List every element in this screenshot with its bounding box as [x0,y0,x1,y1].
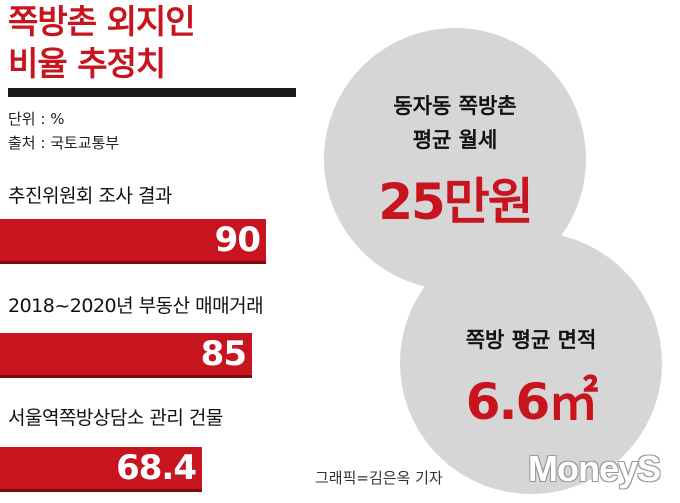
chart-title-line-1: 쪽방촌 외지인 [8,2,196,41]
rent-stat-value: 25만원 [378,173,534,231]
bar-category-label: 2018~2020년 부동산 매매거래 [8,295,264,317]
chart-title-line-2: 비율 추정치 [8,44,166,83]
source-label: 출처 : 국토교통부 [8,134,120,152]
unit-label: 단위 : % [8,110,65,128]
bar: 85 [0,333,252,378]
area-stat-label: 쪽방 평균 면적 [465,328,597,352]
title-divider [8,88,296,97]
bar-value-label: 85 [200,334,247,374]
area-stat-value: 6.6㎡ [465,373,599,431]
rent-stat-label-line-1: 동자동 쪽방촌 [393,94,517,118]
bar-category-label: 서울역쪽방상담소 관리 건물 [8,407,223,429]
graphic-credit: 그래픽=김은옥 기자 [315,469,443,487]
bar-category-label: 추진위원회 조사 결과 [8,185,172,207]
area-stat-circle: 쪽방 평균 면적 6.6㎡ [400,232,662,494]
moneys-logo: MoneyS [528,448,661,489]
rent-stat-label-line-2: 평균 월세 [412,128,498,152]
bar: 90 [0,219,266,264]
bar-value-label: 90 [214,220,261,260]
bar: 68.4 [0,447,202,492]
bar-value-label: 68.4 [116,448,197,488]
